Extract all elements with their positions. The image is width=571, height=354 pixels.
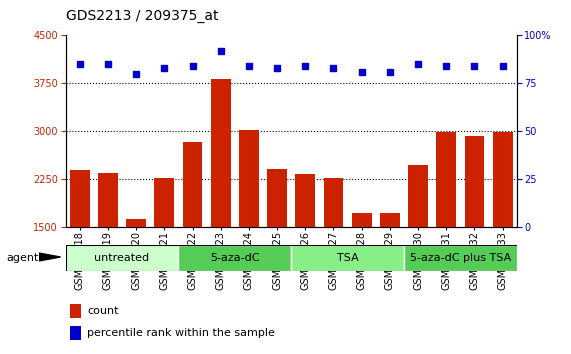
Text: 5-aza-dC plus TSA: 5-aza-dC plus TSA <box>410 253 511 263</box>
Bar <box>295 174 315 227</box>
Text: GDS2213 / 209375_at: GDS2213 / 209375_at <box>66 9 218 23</box>
Bar <box>126 219 146 227</box>
Text: untreated: untreated <box>94 253 150 263</box>
Bar <box>98 173 118 227</box>
Bar <box>239 130 259 227</box>
Bar <box>465 136 484 227</box>
Text: TSA: TSA <box>337 253 359 263</box>
Bar <box>70 326 82 340</box>
Bar <box>178 245 291 271</box>
Bar <box>267 169 287 227</box>
Bar <box>404 245 517 271</box>
Bar <box>436 132 456 227</box>
Bar <box>183 142 202 227</box>
Bar <box>70 304 82 318</box>
Bar <box>380 212 400 227</box>
Bar <box>324 178 343 227</box>
Text: 5-aza-dC: 5-aza-dC <box>210 253 260 263</box>
Bar <box>211 79 231 227</box>
Polygon shape <box>39 253 61 261</box>
Text: percentile rank within the sample: percentile rank within the sample <box>87 328 275 338</box>
Bar <box>66 245 178 271</box>
Bar <box>408 165 428 227</box>
Text: count: count <box>87 306 119 316</box>
Text: agent: agent <box>7 253 39 263</box>
Bar <box>155 178 174 227</box>
Bar <box>352 212 372 227</box>
Bar <box>70 171 90 227</box>
Bar <box>493 132 513 227</box>
Bar <box>291 245 404 271</box>
